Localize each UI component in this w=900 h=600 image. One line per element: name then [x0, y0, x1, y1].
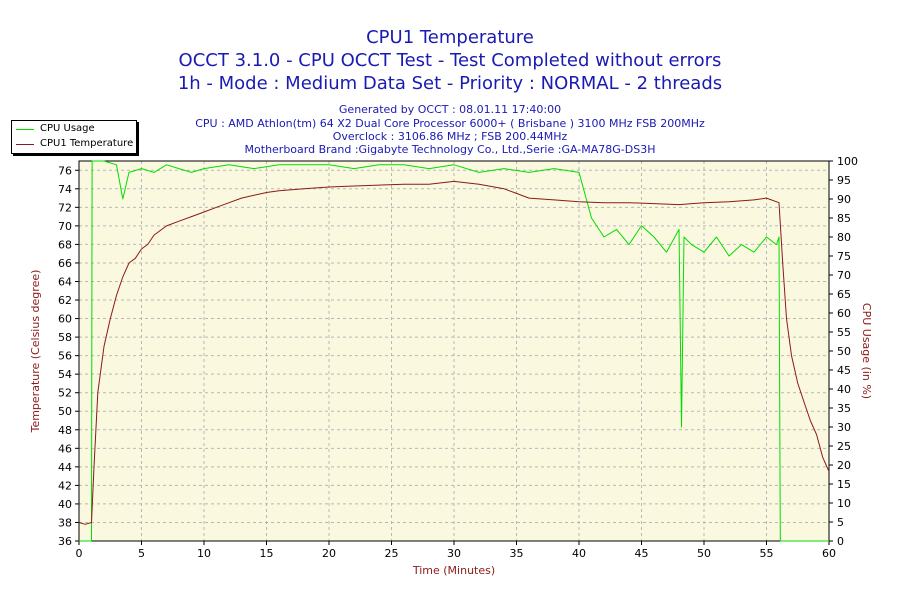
y-tick-label-64: 64 — [58, 275, 72, 288]
chart-subtitle-1: OCCT 3.1.0 - CPU OCCT Test - Test Comple… — [178, 50, 722, 71]
x-tick-label-0: 0 — [76, 547, 83, 560]
y-tick-label-44: 44 — [58, 461, 72, 474]
y2-tick-label-20: 20 — [837, 459, 851, 472]
y-axis-label: Temperature (Celsius degree) — [29, 270, 42, 434]
y-tick-label-70: 70 — [58, 220, 72, 233]
legend-label-cpu-usage: CPU Usage — [40, 123, 95, 134]
x-tick-label-40: 40 — [572, 547, 586, 560]
legend-entry-cpu-usage: CPU Usage — [12, 122, 136, 136]
x-tick-label-15: 15 — [260, 547, 274, 560]
y2-tick-label-35: 35 — [837, 402, 851, 415]
y-tick-label-38: 38 — [58, 516, 72, 529]
y2-tick-label-75: 75 — [837, 250, 851, 263]
y2-tick-label-100: 100 — [837, 155, 858, 168]
y-tick-label-76: 76 — [58, 164, 72, 177]
y2-tick-label-70: 70 — [837, 269, 851, 282]
x-tick-label-45: 45 — [635, 547, 649, 560]
x-tick-label-30: 30 — [447, 547, 461, 560]
y2-tick-label-80: 80 — [837, 231, 851, 244]
x-tick-label-35: 35 — [510, 547, 524, 560]
y-tick-label-42: 42 — [58, 479, 72, 492]
x-tick-label-10: 10 — [197, 547, 211, 560]
x-tick-label-50: 50 — [697, 547, 711, 560]
y2-tick-label-60: 60 — [837, 307, 851, 320]
legend: CPU Usage CPU1 Temperature — [11, 120, 137, 154]
plot-area — [79, 161, 829, 541]
y-tick-label-66: 66 — [58, 257, 72, 270]
y2-tick-label-10: 10 — [837, 497, 851, 510]
y2-tick-label-85: 85 — [837, 212, 851, 225]
x-tick-label-20: 20 — [322, 547, 336, 560]
chart-title: CPU1 Temperature — [366, 27, 534, 48]
y-tick-label-72: 72 — [58, 201, 72, 214]
y-tick-label-60: 60 — [58, 313, 72, 326]
info-motherboard: Motherboard Brand :Gigabyte Technology C… — [244, 143, 656, 156]
x-axis-label: Time (Minutes) — [412, 564, 495, 577]
x-tick-label-5: 5 — [138, 547, 145, 560]
y2-tick-label-50: 50 — [837, 345, 851, 358]
y2-tick-label-45: 45 — [837, 364, 851, 377]
y-tick-label-54: 54 — [58, 368, 72, 381]
info-generated: Generated by OCCT : 08.01.11 17:40:00 — [338, 103, 562, 116]
info-overclock: Overclock : 3106.86 MHz ; FSB 200.44MHz — [332, 130, 568, 143]
y2-tick-label-30: 30 — [837, 421, 851, 434]
info-cpu: CPU : AMD Athlon(tm) 64 X2 Dual Core Pro… — [195, 117, 705, 130]
y2-tick-label-40: 40 — [837, 383, 851, 396]
y-tick-label-74: 74 — [58, 183, 72, 196]
y-tick-label-46: 46 — [58, 442, 72, 455]
y2-tick-label-25: 25 — [837, 440, 851, 453]
y2-tick-label-90: 90 — [837, 193, 851, 206]
y-tick-label-52: 52 — [58, 387, 72, 400]
y-tick-label-48: 48 — [58, 424, 72, 437]
y-tick-label-50: 50 — [58, 405, 72, 418]
legend-swatch-temperature — [16, 144, 34, 145]
plot-border — [78, 160, 830, 542]
y2-tick-label-95: 95 — [837, 174, 851, 187]
y2-tick-label-65: 65 — [837, 288, 851, 301]
legend-swatch-cpu-usage — [16, 129, 34, 130]
y-tick-label-62: 62 — [58, 294, 72, 307]
legend-label-temperature: CPU1 Temperature — [40, 138, 134, 149]
y2-tick-label-15: 15 — [837, 478, 851, 491]
legend-entry-temperature: CPU1 Temperature — [12, 137, 136, 151]
y2-tick-label-0: 0 — [837, 535, 844, 548]
series-line-cpu-usage — [79, 160, 829, 542]
y2-axis-label: CPU Usage (in %) — [860, 303, 873, 399]
y-tick-label-40: 40 — [58, 498, 72, 511]
y2-tick-label-5: 5 — [837, 516, 844, 529]
y-tick-label-68: 68 — [58, 238, 72, 251]
y-tick-label-58: 58 — [58, 331, 72, 344]
x-tick-label-60: 60 — [822, 547, 836, 560]
chart-subtitle-2: 1h - Mode : Medium Data Set - Priority :… — [177, 73, 723, 94]
y-tick-label-36: 36 — [58, 535, 72, 548]
x-tick-label-55: 55 — [760, 547, 774, 560]
x-tick-label-25: 25 — [385, 547, 399, 560]
y2-tick-label-55: 55 — [837, 326, 851, 339]
series-line-cpu1-temperature — [78, 180, 830, 525]
y-tick-label-56: 56 — [58, 350, 72, 363]
